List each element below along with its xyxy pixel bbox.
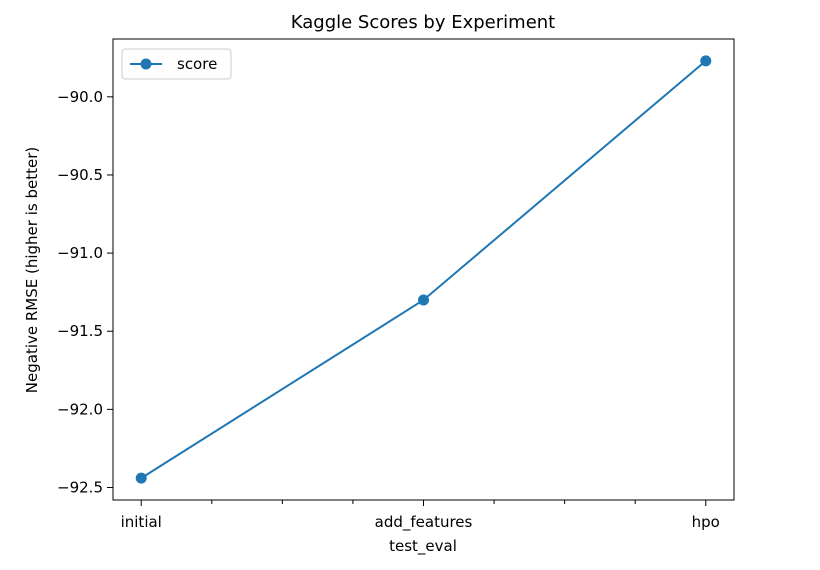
y-tick-label: −91.0 — [57, 244, 103, 262]
plot-frame — [112, 38, 735, 501]
x-tick-label: initial — [121, 513, 162, 531]
data-point — [135, 472, 147, 484]
series-line-score — [140, 60, 707, 479]
y-tick-label: −90.5 — [57, 166, 103, 184]
chart-title: Kaggle Scores by Experiment — [291, 12, 555, 33]
y-tick-label: −92.5 — [57, 478, 103, 496]
legend-label: score — [177, 55, 217, 73]
legend-box — [121, 48, 232, 80]
y-tick-label: −92.0 — [57, 400, 103, 418]
plot-area: −92.5 −92.0 −91.5 −91.0 −90.5 −90.0 initial add… — [57, 38, 735, 532]
x-tick-label: hpo — [692, 513, 720, 531]
y-tick-label: −91.5 — [57, 322, 103, 340]
x-axis-label: test_eval — [389, 537, 457, 556]
data-point — [700, 55, 712, 67]
y-axis-label: Negative RMSE (higher is better) — [23, 147, 41, 393]
legend-marker — [140, 58, 152, 70]
data-point — [418, 294, 429, 306]
x-tick-label: add_features — [375, 513, 473, 532]
y-tick-label: −90.0 — [57, 88, 103, 106]
